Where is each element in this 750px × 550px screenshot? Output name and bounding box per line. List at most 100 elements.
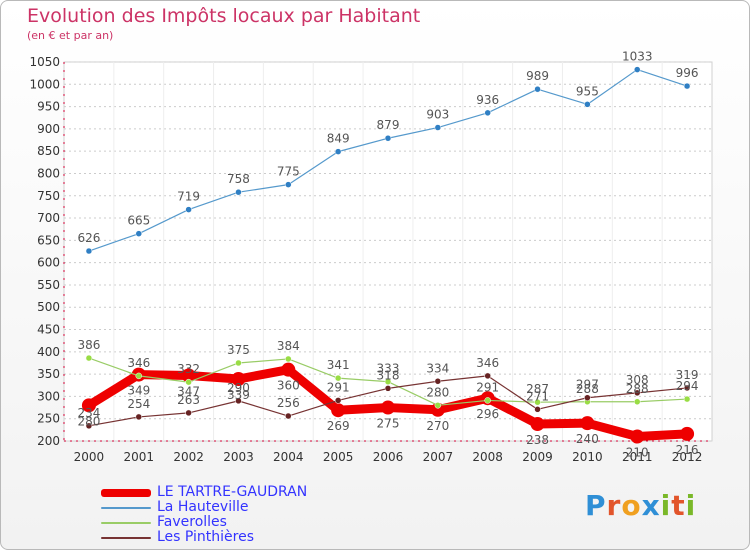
data-point xyxy=(434,378,442,385)
data-point xyxy=(633,398,641,406)
data-label: 665 xyxy=(127,214,150,228)
data-point xyxy=(683,384,691,392)
data-label: 294 xyxy=(676,379,699,393)
data-point xyxy=(181,368,196,383)
data-label: 254 xyxy=(127,397,150,411)
y-tick-label: 900 xyxy=(37,122,60,136)
data-point xyxy=(285,181,292,188)
data-label: 879 xyxy=(377,118,400,132)
data-point xyxy=(185,206,192,213)
x-tick-label: 2004 xyxy=(273,450,304,464)
data-point xyxy=(185,409,192,417)
data-point xyxy=(334,374,342,382)
x-tick-label: 2012 xyxy=(672,450,703,464)
data-point xyxy=(334,148,342,155)
x-tick-label: 2007 xyxy=(423,450,454,464)
data-label: 360 xyxy=(277,379,300,393)
data-point xyxy=(584,101,591,108)
data-point xyxy=(484,109,491,117)
data-point xyxy=(285,412,292,420)
y-tick-label: 400 xyxy=(37,345,60,359)
data-point xyxy=(135,413,143,421)
y-tick-label: 1000 xyxy=(29,77,60,91)
data-point xyxy=(334,397,342,404)
data-point xyxy=(484,372,491,380)
legend-swatch-tartre-gaudran xyxy=(101,489,151,497)
y-tick-label: 350 xyxy=(37,367,60,381)
legend-label-les-pinthieres: Les Pinthières xyxy=(157,529,255,545)
chart-subtitle: (en € et par an) xyxy=(27,29,114,42)
y-tick-label: 200 xyxy=(37,434,60,448)
data-label: 719 xyxy=(177,190,200,204)
data-point xyxy=(534,85,541,93)
data-point xyxy=(285,355,292,363)
data-point xyxy=(534,398,541,406)
data-label: 936 xyxy=(476,93,499,107)
legend-swatch-la-hauteville xyxy=(101,507,151,509)
data-label: 849 xyxy=(327,132,350,146)
data-point xyxy=(384,378,392,385)
data-point xyxy=(633,66,641,73)
data-label: 291 xyxy=(476,380,499,394)
data-point xyxy=(683,395,691,403)
data-point xyxy=(584,394,591,401)
data-label: 955 xyxy=(576,84,599,98)
x-tick-label: 2011 xyxy=(622,450,653,464)
data-label: 996 xyxy=(676,66,699,80)
data-point xyxy=(135,372,143,380)
data-label: 240 xyxy=(576,432,599,446)
data-label: 318 xyxy=(377,368,400,382)
y-tick-label: 850 xyxy=(37,144,60,158)
data-label: 333 xyxy=(377,362,400,376)
data-point xyxy=(235,397,242,405)
data-label: 341 xyxy=(327,358,350,372)
data-label: 269 xyxy=(327,419,350,433)
data-label: 346 xyxy=(127,356,150,370)
data-label: 346 xyxy=(476,356,499,370)
data-label: 280 xyxy=(426,385,449,399)
data-point xyxy=(231,372,246,387)
x-tick-label: 2009 xyxy=(522,450,553,464)
data-point xyxy=(434,402,442,409)
y-tick-label: 600 xyxy=(37,256,60,270)
data-label: 270 xyxy=(426,419,449,433)
data-point xyxy=(384,134,392,142)
data-point xyxy=(530,417,545,432)
data-label: 332 xyxy=(177,362,200,376)
x-tick-label: 2002 xyxy=(173,450,204,464)
y-tick-label: 450 xyxy=(37,323,60,337)
x-tick-label: 2010 xyxy=(572,450,603,464)
data-point xyxy=(434,124,442,131)
x-tick-label: 2005 xyxy=(323,450,354,464)
data-label: 989 xyxy=(526,69,549,83)
data-point xyxy=(85,247,93,255)
data-label: 308 xyxy=(626,373,649,387)
y-tick-label: 250 xyxy=(37,412,60,426)
data-label: 334 xyxy=(426,361,449,375)
x-tick-label: 2001 xyxy=(123,450,154,464)
data-point xyxy=(683,82,691,90)
data-point xyxy=(381,400,395,415)
data-label: 234 xyxy=(77,406,100,420)
data-point xyxy=(630,429,645,444)
data-label: 1033 xyxy=(622,50,653,64)
data-label: 375 xyxy=(227,343,250,357)
data-point xyxy=(235,359,242,367)
data-point xyxy=(484,397,491,404)
data-point xyxy=(85,422,93,430)
x-tick-label: 2000 xyxy=(74,450,105,464)
data-label: 349 xyxy=(127,384,150,398)
x-tick-label: 2006 xyxy=(373,450,404,464)
data-label: 296 xyxy=(476,407,499,421)
data-label: 263 xyxy=(177,393,200,407)
legend-label-faverolles: Faverolles xyxy=(157,514,227,530)
data-label: 287 xyxy=(526,382,549,396)
data-label: 280 xyxy=(77,414,100,428)
data-label: 384 xyxy=(277,339,300,353)
data-label: 288 xyxy=(576,382,599,396)
y-tick-label: 700 xyxy=(37,211,60,225)
data-point xyxy=(680,426,695,441)
data-point xyxy=(534,406,541,413)
legend-label-tartre-gaudran: LE TARTRE-GAUDRAN xyxy=(157,484,308,500)
